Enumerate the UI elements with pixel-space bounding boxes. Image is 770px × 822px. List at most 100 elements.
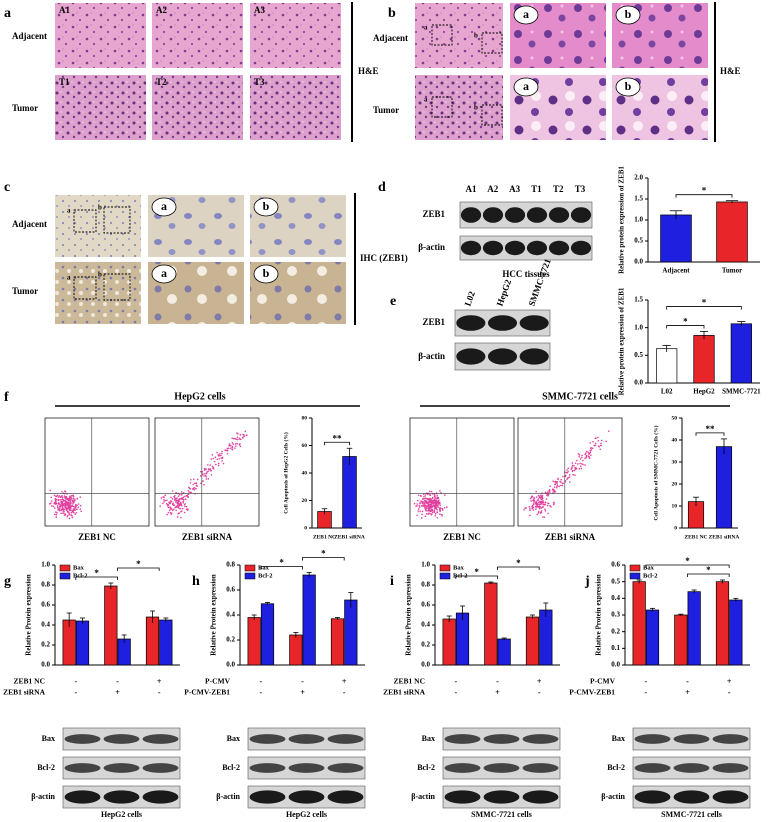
flow-event [533, 501, 535, 503]
flow-event [168, 509, 171, 512]
significance-bracket [687, 573, 730, 577]
blot-band [487, 348, 518, 365]
flow-event [552, 480, 554, 483]
flow-event [176, 516, 179, 518]
y-tick-label: 40 [672, 437, 678, 443]
flow-event [555, 487, 558, 489]
flow-event [535, 490, 537, 493]
flow-event [59, 498, 62, 501]
flow-event [71, 499, 74, 502]
flow-event [418, 504, 420, 507]
band-label: β-actin [411, 792, 435, 801]
flow-event [59, 503, 61, 506]
flow-event [203, 483, 205, 486]
flow-event [212, 467, 214, 469]
flow-event [553, 486, 556, 488]
flow-event [436, 511, 439, 514]
flow-event [575, 467, 577, 469]
flow-event [163, 496, 165, 498]
flow-event [582, 463, 584, 466]
y-tick-label: 0.5 [634, 351, 643, 359]
panel-letter: d [378, 180, 386, 195]
bar [525, 616, 540, 666]
significance: * [94, 568, 99, 578]
x-tick-label: L02 [661, 388, 673, 396]
flow-event [225, 449, 227, 452]
flow-event [544, 503, 546, 506]
y-axis-label: Relative Protein expression [405, 574, 413, 656]
flow-event [177, 499, 179, 502]
y-tick-label: 0.4 [421, 621, 430, 629]
flow-event [216, 458, 219, 461]
blot-band [103, 763, 140, 773]
flow-event [62, 503, 64, 505]
flow-event [193, 478, 195, 480]
flow-event [163, 498, 165, 501]
micrograph [415, 75, 503, 140]
lane-label: L02 [462, 289, 477, 307]
flow-event [205, 478, 208, 480]
flow-event [172, 503, 174, 506]
x-tick-label: ZEB1 NC [313, 534, 336, 540]
blot-band [460, 240, 482, 256]
caption: SMMC-7721 cells [471, 810, 532, 819]
flow-event [590, 447, 593, 449]
flow-event [66, 497, 69, 500]
flow-event [529, 509, 531, 512]
plot-label: ZEB1 NC [443, 532, 481, 542]
condition-sign: - [496, 677, 499, 686]
flow-event [524, 507, 526, 510]
condition-sign: - [454, 677, 457, 686]
flow-event [566, 469, 568, 471]
blot-band [522, 763, 559, 773]
blot-band [504, 240, 526, 256]
significance-bracket [645, 564, 730, 568]
panel-letter: a [4, 6, 11, 21]
flow-event [418, 506, 421, 508]
flow-event [590, 449, 593, 451]
flow-event [242, 434, 245, 436]
stain-label: H&E [720, 66, 741, 76]
y-axis-label: Relative Protein expression [595, 574, 603, 656]
condition-sign: - [74, 677, 77, 686]
zoom-tag: b [98, 271, 102, 279]
flow-event [182, 492, 185, 494]
x-tick-label: Tumor [722, 267, 742, 275]
flow-event [566, 471, 569, 474]
row-label: Tumor [12, 103, 38, 113]
blot-band [673, 790, 710, 804]
flow-event [550, 506, 552, 508]
significance: * [474, 567, 479, 577]
zoom-tag: b [625, 7, 632, 21]
flow-event [55, 498, 58, 501]
blot-band [504, 207, 526, 223]
flow-event [189, 481, 192, 484]
y-axis-label: Cell Apoptosis of HepG2 Cells (%) [282, 432, 289, 514]
flow-event [570, 468, 573, 470]
lane-label: A3 [509, 184, 520, 194]
panel-letter: g [4, 574, 11, 589]
flow-event [556, 484, 559, 487]
flow-event [218, 457, 220, 460]
flow-event [199, 475, 202, 477]
flow-event [71, 516, 74, 519]
flow-event [170, 512, 173, 515]
image-tag: A3 [254, 5, 265, 15]
zoom-tag-badge [151, 197, 177, 217]
micrograph [415, 3, 503, 68]
zoom-tag-badge [615, 5, 641, 25]
flow-event [221, 457, 224, 460]
zoom-tag: b [474, 32, 478, 40]
flow-event [207, 470, 209, 473]
flow-event [177, 505, 180, 507]
flow-event [222, 462, 225, 465]
flow-event [420, 500, 422, 503]
flow-event [588, 456, 591, 459]
flow-event [220, 454, 222, 457]
blot-band [634, 734, 671, 744]
flow-event [539, 496, 541, 499]
flow-event [416, 514, 418, 517]
flow-event [209, 468, 211, 471]
y-tick-label: 0.2 [421, 641, 430, 649]
lane-label: T3 [575, 184, 586, 194]
